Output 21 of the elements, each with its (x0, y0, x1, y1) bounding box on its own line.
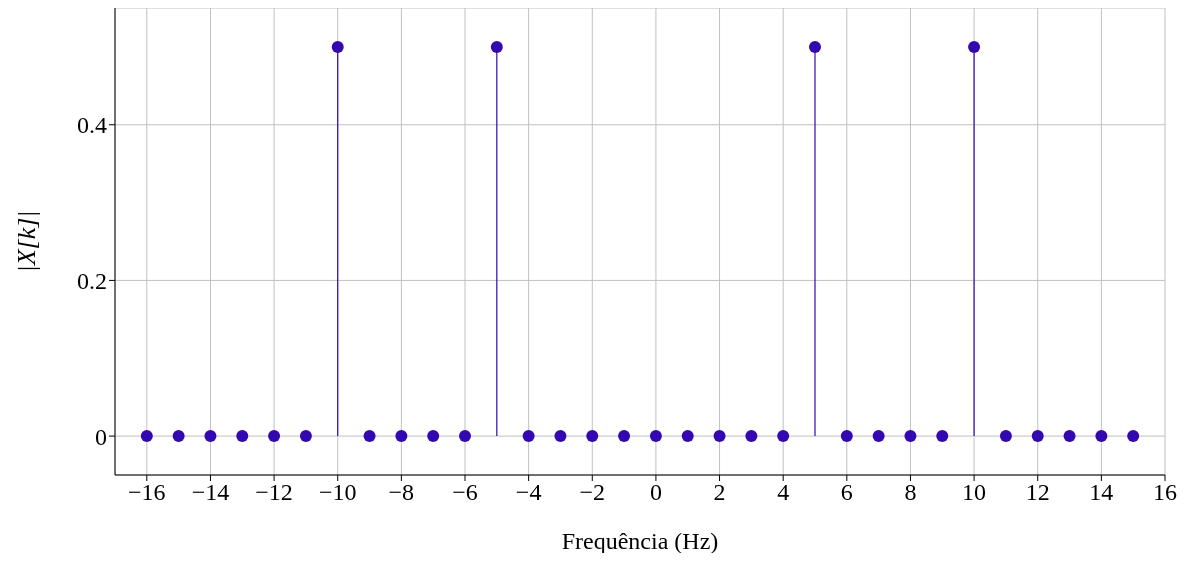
x-tick-label: −4 (515, 479, 542, 506)
x-tick-label: 10 (962, 479, 987, 506)
x-tick-label: 12 (1025, 479, 1050, 506)
y-tick-label: 0.4 (77, 112, 107, 139)
y-axis-title: |X[k]| (12, 210, 42, 273)
x-tick-label: −2 (579, 479, 606, 506)
x-tick-label: 0 (649, 479, 662, 506)
x-tick-label: 14 (1089, 479, 1114, 506)
x-tick-label: 4 (777, 479, 790, 506)
x-tick-label: −14 (191, 479, 230, 506)
x-tick-label: −10 (318, 479, 357, 506)
x-tick-label: −8 (388, 479, 415, 506)
x-tick-label: 8 (904, 479, 917, 506)
y-tick-label: 0 (95, 423, 107, 450)
x-tick-label: −12 (255, 479, 293, 506)
x-tick-label: 6 (840, 479, 853, 506)
x-tick-label: −16 (128, 479, 166, 506)
x-tick-label: 2 (713, 479, 726, 506)
x-tick-label: −6 (452, 479, 478, 506)
x-tick-label: 16 (1153, 479, 1177, 506)
y-tick-label: 0.2 (77, 267, 107, 294)
